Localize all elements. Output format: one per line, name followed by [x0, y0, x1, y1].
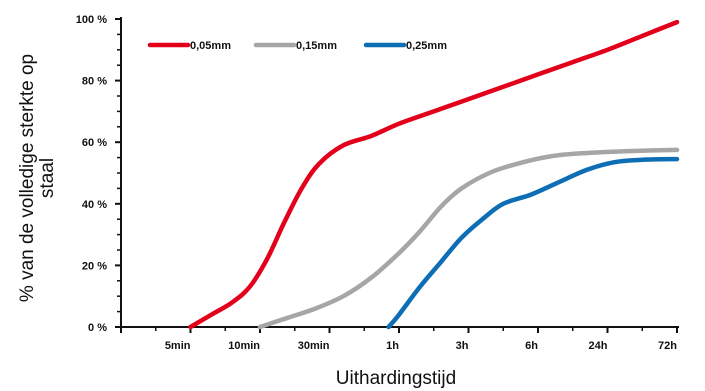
x-tick-label: 5min: [165, 340, 191, 352]
x-tick-label: 6h: [525, 340, 538, 352]
chart-axes: 0 % 20 % 40 % 60 % 80 % 100 % 5min 10min 30min 1h…: [76, 14, 679, 352]
chart-series: [188, 19, 680, 330]
x-tick-label: 30min: [298, 340, 330, 352]
x-axis-title: Uithardingstijd: [336, 368, 456, 389]
series-line-1: [188, 19, 680, 330]
y-tick-label: 80 %: [82, 76, 107, 88]
x-tick-label: 24h: [589, 340, 608, 352]
legend-label-1: 0,05mm: [190, 40, 231, 52]
legend-label-3: 0,25mm: [406, 40, 447, 52]
series-line-2: [257, 147, 680, 330]
y-tick-label: 100 %: [76, 14, 107, 26]
y-tick-label: 20 %: [82, 260, 107, 272]
x-tick-label: 72h: [658, 340, 677, 352]
chart-titles: Uithardingstijd % van de volledige sterk…: [17, 54, 456, 389]
y-tick-label: 60 %: [82, 137, 107, 149]
chart-legend: 0,05mm 0,15mm 0,25mm: [147, 40, 447, 52]
x-tick-label: 1h: [386, 340, 399, 352]
legend-label-2: 0,15mm: [296, 40, 337, 52]
y-tick-label: 0 %: [88, 322, 107, 334]
y-tick-label: 40 %: [82, 199, 107, 211]
series-line-3: [386, 156, 680, 330]
y-axis-title-line-1: % van de volledige sterkte op: [17, 54, 38, 302]
x-tick-label: 3h: [456, 340, 469, 352]
y-axis-title-line-2: staal: [37, 158, 58, 198]
x-tick-label: 10min: [228, 340, 260, 352]
